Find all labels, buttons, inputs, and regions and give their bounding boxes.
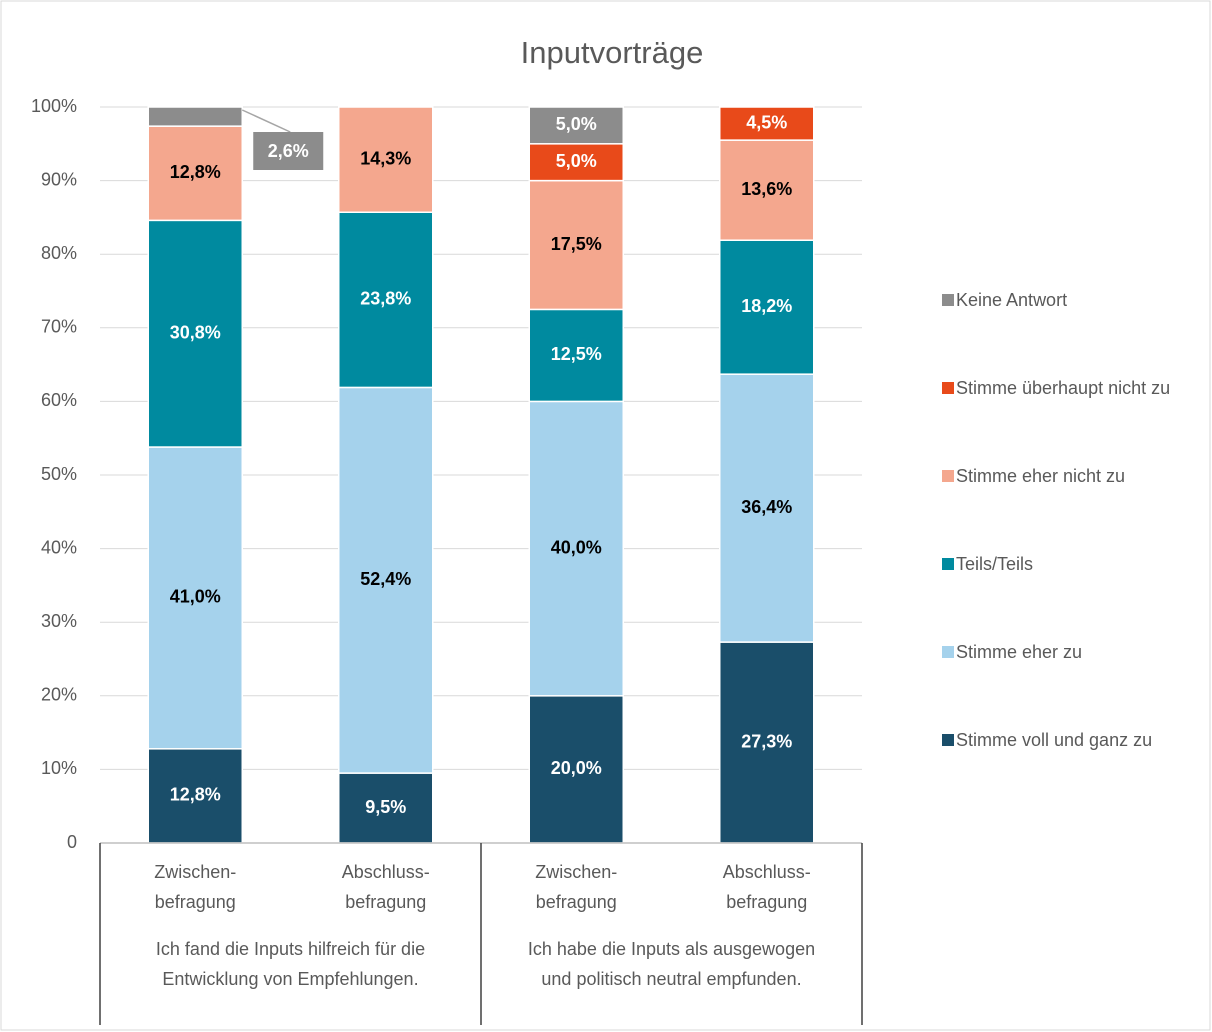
legend-swatch — [942, 646, 954, 658]
data-label: 17,5% — [551, 234, 602, 254]
legend-swatch — [942, 734, 954, 746]
bar-segment — [528, 400, 624, 697]
legend-swatch — [942, 382, 954, 394]
legend-swatch — [942, 558, 954, 570]
bar-segment — [719, 139, 815, 241]
x-tick-label: Abschluss- befragung — [722, 862, 811, 912]
legend-label: Teils/Teils — [956, 554, 1034, 574]
y-tick-label: 90% — [41, 169, 77, 189]
data-label: 20,0% — [551, 758, 602, 778]
data-label: 2,6% — [268, 141, 309, 161]
data-label: 12,8% — [170, 785, 221, 805]
data-label: 13,6% — [741, 179, 792, 199]
label-box — [253, 132, 324, 170]
y-tick-label: 30% — [41, 611, 77, 631]
y-tick-label: 10% — [41, 758, 77, 778]
y-tick-label: 60% — [41, 390, 77, 410]
legend-label: Keine Antwort — [956, 290, 1068, 310]
group-label: Ich fand die Inputs hilfreich für die En… — [155, 939, 426, 989]
bar-segment — [147, 219, 243, 448]
bar-segment — [528, 106, 624, 145]
data-label: 4,5% — [746, 112, 787, 132]
bar-segment — [147, 106, 243, 127]
legend-swatch — [942, 294, 954, 306]
legend-label: Stimme voll und ganz zu — [956, 730, 1153, 750]
bar-segment — [338, 106, 434, 213]
legend-label: Stimme eher zu — [956, 642, 1083, 662]
bar-segment — [528, 308, 624, 403]
data-label: 36,4% — [741, 497, 792, 517]
bar-segment — [528, 143, 624, 182]
bar-segment — [719, 239, 815, 375]
x-tick-label: Abschluss- befragung — [341, 862, 430, 912]
bar-segment — [528, 179, 624, 311]
x-tick-label: Zwischen- befragung — [535, 862, 618, 912]
bar-segment — [338, 211, 434, 389]
data-label: 30,8% — [170, 322, 221, 342]
chart-title: Inputvorträge — [521, 35, 704, 70]
bar-segment — [338, 386, 434, 774]
bar-segment — [147, 748, 243, 844]
legend-label: Stimme überhaupt nicht zu — [956, 378, 1171, 398]
data-label: 41,0% — [170, 587, 221, 607]
y-tick-label: 70% — [41, 317, 77, 337]
data-label: 5,0% — [556, 114, 597, 134]
bar-segment — [147, 125, 243, 222]
bar-segment — [719, 106, 815, 141]
data-label: 9,5% — [365, 797, 406, 817]
data-label: 12,5% — [551, 344, 602, 364]
x-tick-label: Zwischen- befragung — [154, 862, 237, 912]
y-tick-label: 80% — [41, 243, 77, 263]
data-label: 14,3% — [360, 148, 411, 168]
bar-segment — [719, 641, 815, 844]
legend-swatch — [942, 470, 954, 482]
y-tick-label: 20% — [41, 685, 77, 705]
y-tick-label: 100% — [31, 96, 77, 116]
data-label: 27,3% — [741, 731, 792, 751]
group-label: Ich habe die Inputs als ausgewogen und p… — [527, 939, 816, 989]
data-label: 12,8% — [170, 162, 221, 182]
y-tick-label: 50% — [41, 464, 77, 484]
data-label: 23,8% — [360, 289, 411, 309]
data-label: 52,4% — [360, 569, 411, 589]
data-label: 5,0% — [556, 151, 597, 171]
y-tick-label: 0 — [67, 832, 77, 852]
legend-label: Stimme eher nicht zu — [956, 466, 1126, 486]
leader-line — [241, 109, 291, 133]
data-label: 40,0% — [551, 537, 602, 557]
bar-segment — [147, 446, 243, 750]
data-label: 18,2% — [741, 296, 792, 316]
y-tick-label: 40% — [41, 537, 77, 557]
